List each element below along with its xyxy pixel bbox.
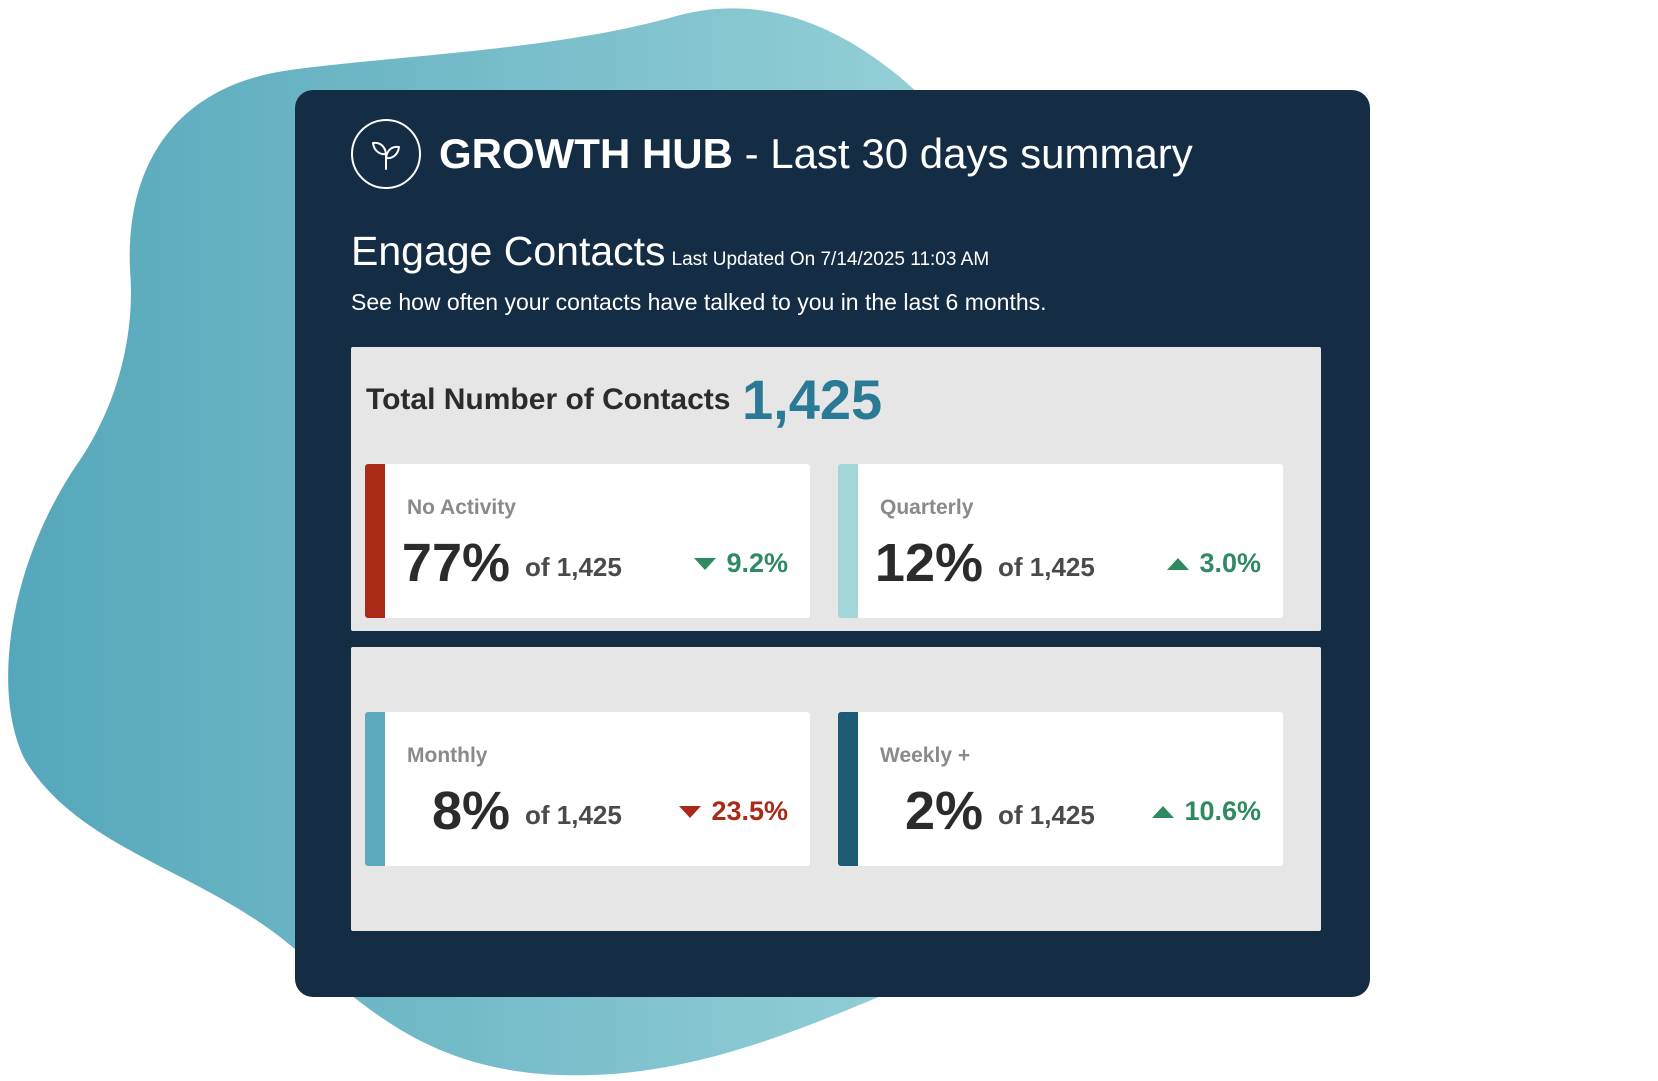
metric-card-no-activity: No Activity 77% of 1,425 9.2% (365, 464, 810, 618)
card-of-total: of 1,425 (525, 800, 622, 830)
card-of-total: of 1,425 (998, 552, 1095, 582)
card-label: Weekly + (880, 744, 971, 767)
card-label: Monthly (407, 744, 488, 767)
section-title: Engage Contacts (351, 228, 666, 274)
card-percent: 2% (904, 781, 983, 841)
arrow-down-icon (679, 805, 702, 818)
card-label: No Activity (407, 496, 516, 519)
card-change-value: 3.0% (1199, 548, 1261, 578)
card-change: 9.2% (694, 548, 788, 579)
arrow-down-icon (694, 557, 717, 570)
card-accent-bar (838, 712, 858, 866)
logo-badge (351, 119, 421, 189)
card-of-total: of 1,425 (525, 552, 622, 582)
metrics-group-bottom: Monthly 8% of 1,425 23.5% Weekly + 2% of… (351, 647, 1321, 931)
page-title: GROWTH HUB - Last 30 days summary (439, 126, 1193, 182)
card-accent-bar (365, 464, 385, 618)
title-subtitle: - Last 30 days summary (732, 130, 1193, 177)
section-heading: Engage Contacts Last Updated On 7/14/2025… (351, 223, 989, 289)
card-accent-bar (838, 464, 858, 618)
card-of-total: of 1,425 (998, 800, 1095, 830)
card-accent-bar (365, 712, 385, 866)
card-change: 23.5% (679, 796, 788, 827)
summary-panel: GROWTH HUB - Last 30 days summary Engage… (295, 90, 1370, 997)
card-label: Quarterly (880, 496, 974, 519)
metric-card-weekly: Weekly + 2% of 1,425 10.6% (838, 712, 1283, 866)
card-change-value: 10.6% (1184, 796, 1261, 826)
total-contacts-value: 1,425 (742, 368, 883, 431)
card-change: 10.6% (1152, 796, 1261, 827)
brand-name: GROWTH HUB (439, 130, 733, 177)
last-updated: Last Updated On 7/14/2025 11:03 AM (671, 249, 990, 270)
arrow-up-icon (1167, 557, 1190, 570)
metric-card-monthly: Monthly 8% of 1,425 23.5% (365, 712, 810, 866)
card-change-value: 9.2% (726, 548, 788, 578)
sprout-icon (372, 141, 400, 170)
card-change-value: 23.5% (711, 796, 788, 826)
card-percent: 77% (401, 533, 510, 593)
total-contacts-label: Total Number of Contacts (366, 383, 731, 416)
card-change: 3.0% (1167, 548, 1261, 579)
arrow-up-icon (1152, 805, 1175, 818)
section-description: See how often your contacts have talked … (351, 289, 1047, 315)
metrics-group-top: Total Number of Contacts 1,425 No Activi… (351, 347, 1321, 631)
metric-card-quarterly: Quarterly 12% of 1,425 3.0% (838, 464, 1283, 618)
card-percent: 12% (874, 533, 983, 593)
card-percent: 8% (431, 781, 510, 841)
